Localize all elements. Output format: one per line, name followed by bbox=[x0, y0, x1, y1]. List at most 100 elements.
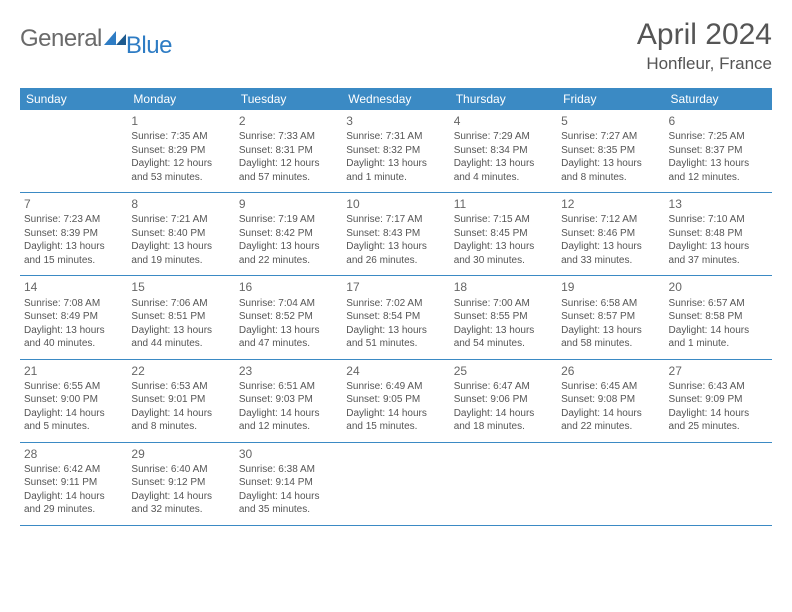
daylight-text: Daylight: 13 hours and 1 minute. bbox=[346, 157, 445, 184]
sunset-text: Sunset: 9:11 PM bbox=[24, 476, 123, 490]
calendar-cell: 15Sunrise: 7:06 AMSunset: 8:51 PMDayligh… bbox=[127, 276, 234, 359]
calendar-cell: 30Sunrise: 6:38 AMSunset: 9:14 PMDayligh… bbox=[235, 442, 342, 525]
sunrise-text: Sunrise: 7:10 AM bbox=[669, 213, 768, 227]
daylight-text: Daylight: 13 hours and 26 minutes. bbox=[346, 240, 445, 267]
sunset-text: Sunset: 9:00 PM bbox=[24, 393, 123, 407]
sunset-text: Sunset: 8:32 PM bbox=[346, 144, 445, 158]
daylight-text: Daylight: 13 hours and 47 minutes. bbox=[239, 324, 338, 351]
daylight-text: Daylight: 12 hours and 57 minutes. bbox=[239, 157, 338, 184]
calendar-cell: 20Sunrise: 6:57 AMSunset: 8:58 PMDayligh… bbox=[665, 276, 772, 359]
sunset-text: Sunset: 8:46 PM bbox=[561, 227, 660, 241]
calendar-cell: 29Sunrise: 6:40 AMSunset: 9:12 PMDayligh… bbox=[127, 442, 234, 525]
daylight-text: Daylight: 12 hours and 53 minutes. bbox=[131, 157, 230, 184]
day-number: 10 bbox=[346, 196, 445, 212]
day-number: 19 bbox=[561, 279, 660, 295]
daylight-text: Daylight: 13 hours and 40 minutes. bbox=[24, 324, 123, 351]
calendar-cell: 13Sunrise: 7:10 AMSunset: 8:48 PMDayligh… bbox=[665, 193, 772, 276]
sunset-text: Sunset: 8:29 PM bbox=[131, 144, 230, 158]
calendar-cell: 2Sunrise: 7:33 AMSunset: 8:31 PMDaylight… bbox=[235, 110, 342, 193]
calendar-cell: 24Sunrise: 6:49 AMSunset: 9:05 PMDayligh… bbox=[342, 359, 449, 442]
calendar-cell: 7Sunrise: 7:23 AMSunset: 8:39 PMDaylight… bbox=[20, 193, 127, 276]
calendar-cell: 19Sunrise: 6:58 AMSunset: 8:57 PMDayligh… bbox=[557, 276, 664, 359]
calendar-row: 1Sunrise: 7:35 AMSunset: 8:29 PMDaylight… bbox=[20, 110, 772, 193]
day-number: 30 bbox=[239, 446, 338, 462]
day-number: 9 bbox=[239, 196, 338, 212]
calendar-table: Sunday Monday Tuesday Wednesday Thursday… bbox=[20, 88, 772, 526]
calendar-cell: 25Sunrise: 6:47 AMSunset: 9:06 PMDayligh… bbox=[450, 359, 557, 442]
daylight-text: Daylight: 13 hours and 4 minutes. bbox=[454, 157, 553, 184]
day-number: 5 bbox=[561, 113, 660, 129]
day-number: 17 bbox=[346, 279, 445, 295]
daylight-text: Daylight: 13 hours and 12 minutes. bbox=[669, 157, 768, 184]
sunset-text: Sunset: 8:45 PM bbox=[454, 227, 553, 241]
calendar-cell: 4Sunrise: 7:29 AMSunset: 8:34 PMDaylight… bbox=[450, 110, 557, 193]
logo-general: General bbox=[20, 25, 102, 52]
calendar-cell: 17Sunrise: 7:02 AMSunset: 8:54 PMDayligh… bbox=[342, 276, 449, 359]
daylight-text: Daylight: 14 hours and 25 minutes. bbox=[669, 407, 768, 434]
daylight-text: Daylight: 13 hours and 15 minutes. bbox=[24, 240, 123, 267]
calendar-row: 28Sunrise: 6:42 AMSunset: 9:11 PMDayligh… bbox=[20, 442, 772, 525]
day-number: 13 bbox=[669, 196, 768, 212]
sunset-text: Sunset: 9:05 PM bbox=[346, 393, 445, 407]
day-number: 3 bbox=[346, 113, 445, 129]
sunrise-text: Sunrise: 6:51 AM bbox=[239, 380, 338, 394]
sunrise-text: Sunrise: 7:33 AM bbox=[239, 130, 338, 144]
day-number: 2 bbox=[239, 113, 338, 129]
day-number: 8 bbox=[131, 196, 230, 212]
day-number: 24 bbox=[346, 363, 445, 379]
daylight-text: Daylight: 13 hours and 8 minutes. bbox=[561, 157, 660, 184]
sunset-text: Sunset: 9:03 PM bbox=[239, 393, 338, 407]
day-number: 18 bbox=[454, 279, 553, 295]
daylight-text: Daylight: 14 hours and 22 minutes. bbox=[561, 407, 660, 434]
sunrise-text: Sunrise: 7:06 AM bbox=[131, 297, 230, 311]
page-title: April 2024 bbox=[637, 18, 772, 52]
calendar-cell: 1Sunrise: 7:35 AMSunset: 8:29 PMDaylight… bbox=[127, 110, 234, 193]
sunrise-text: Sunrise: 7:29 AM bbox=[454, 130, 553, 144]
sunrise-text: Sunrise: 6:40 AM bbox=[131, 463, 230, 477]
sunrise-text: Sunrise: 6:38 AM bbox=[239, 463, 338, 477]
sunrise-text: Sunrise: 7:35 AM bbox=[131, 130, 230, 144]
calendar-cell: 28Sunrise: 6:42 AMSunset: 9:11 PMDayligh… bbox=[20, 442, 127, 525]
calendar-cell: 12Sunrise: 7:12 AMSunset: 8:46 PMDayligh… bbox=[557, 193, 664, 276]
sunrise-text: Sunrise: 6:43 AM bbox=[669, 380, 768, 394]
daylight-text: Daylight: 13 hours and 37 minutes. bbox=[669, 240, 768, 267]
day-number: 22 bbox=[131, 363, 230, 379]
sunrise-text: Sunrise: 7:00 AM bbox=[454, 297, 553, 311]
calendar-cell: 9Sunrise: 7:19 AMSunset: 8:42 PMDaylight… bbox=[235, 193, 342, 276]
calendar-cell: 6Sunrise: 7:25 AMSunset: 8:37 PMDaylight… bbox=[665, 110, 772, 193]
logo-icon bbox=[104, 29, 126, 50]
sunrise-text: Sunrise: 7:17 AM bbox=[346, 213, 445, 227]
day-number: 21 bbox=[24, 363, 123, 379]
daylight-text: Daylight: 13 hours and 51 minutes. bbox=[346, 324, 445, 351]
title-block: April 2024 Honfleur, France bbox=[637, 18, 772, 74]
sunrise-text: Sunrise: 7:02 AM bbox=[346, 297, 445, 311]
day-number: 25 bbox=[454, 363, 553, 379]
day-header: Friday bbox=[557, 88, 664, 110]
calendar-cell bbox=[557, 442, 664, 525]
sunrise-text: Sunrise: 6:55 AM bbox=[24, 380, 123, 394]
sunset-text: Sunset: 8:34 PM bbox=[454, 144, 553, 158]
daylight-text: Daylight: 14 hours and 32 minutes. bbox=[131, 490, 230, 517]
sunset-text: Sunset: 9:06 PM bbox=[454, 393, 553, 407]
daylight-text: Daylight: 13 hours and 33 minutes. bbox=[561, 240, 660, 267]
logo-blue: Blue bbox=[126, 32, 172, 59]
calendar-cell: 5Sunrise: 7:27 AMSunset: 8:35 PMDaylight… bbox=[557, 110, 664, 193]
sunrise-text: Sunrise: 6:53 AM bbox=[131, 380, 230, 394]
sunrise-text: Sunrise: 7:19 AM bbox=[239, 213, 338, 227]
day-number: 20 bbox=[669, 279, 768, 295]
sunrise-text: Sunrise: 7:04 AM bbox=[239, 297, 338, 311]
daylight-text: Daylight: 14 hours and 12 minutes. bbox=[239, 407, 338, 434]
calendar-cell: 11Sunrise: 7:15 AMSunset: 8:45 PMDayligh… bbox=[450, 193, 557, 276]
day-header: Wednesday bbox=[342, 88, 449, 110]
sunset-text: Sunset: 8:43 PM bbox=[346, 227, 445, 241]
day-number: 28 bbox=[24, 446, 123, 462]
sunset-text: Sunset: 8:55 PM bbox=[454, 310, 553, 324]
sunset-text: Sunset: 8:49 PM bbox=[24, 310, 123, 324]
calendar-cell: 3Sunrise: 7:31 AMSunset: 8:32 PMDaylight… bbox=[342, 110, 449, 193]
day-number: 12 bbox=[561, 196, 660, 212]
calendar-row: 14Sunrise: 7:08 AMSunset: 8:49 PMDayligh… bbox=[20, 276, 772, 359]
sunset-text: Sunset: 9:14 PM bbox=[239, 476, 338, 490]
sunset-text: Sunset: 8:35 PM bbox=[561, 144, 660, 158]
sunrise-text: Sunrise: 7:31 AM bbox=[346, 130, 445, 144]
sunset-text: Sunset: 8:48 PM bbox=[669, 227, 768, 241]
